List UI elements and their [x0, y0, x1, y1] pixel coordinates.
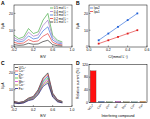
y-tick-label: 10: [9, 29, 13, 33]
legend-swatch: [50, 11, 53, 12]
series-line: [99, 30, 138, 43]
y-tick-label: 20: [84, 12, 88, 16]
y-tick-label: 80: [84, 75, 88, 79]
x-tick-label: 0.0: [87, 48, 92, 52]
x-tick-label: 0.6: [145, 48, 150, 52]
x-tick-label: 1.0: [70, 48, 75, 52]
legend-swatch: [50, 18, 53, 19]
series-line: [99, 13, 138, 40]
marker: [127, 19, 129, 21]
x-tick-label: Ni²⁺: [113, 103, 119, 109]
x-tick-label: 1.0: [70, 108, 75, 112]
series-line: [14, 40, 62, 46]
series-line: [14, 76, 62, 103]
panel: C01020-0.20.20.61.0I/μAE/VUO₂²⁺Cu²⁺Zn²⁺N…: [1, 60, 75, 119]
series-line: [14, 75, 62, 103]
legend-swatch: [15, 67, 18, 68]
y-axis-label: I/μA: [76, 22, 80, 29]
marker: [107, 39, 109, 41]
x-tick-label: 0.6: [50, 108, 55, 112]
series-line: [14, 83, 62, 104]
series-line: [14, 27, 62, 44]
legend-swatch: [15, 88, 18, 89]
plot-frame: [89, 65, 147, 103]
x-tick-label: Cu²⁺: [96, 103, 103, 110]
series-line: [14, 73, 62, 103]
y-axis-label: I/μA: [1, 82, 5, 89]
panel-label: D: [76, 60, 80, 66]
plot-marks: [14, 73, 62, 104]
panel-label: C: [1, 60, 5, 66]
panel: A01020-0.20.20.61.0I/μAE/V0.5 mol L⁻¹0.4…: [1, 0, 75, 59]
x-tick-label: UO₂²⁺: [87, 103, 95, 111]
plot-marks: [98, 13, 138, 45]
y-tick-label: 0: [86, 101, 88, 105]
marker: [98, 43, 100, 45]
plot-marks: [90, 71, 146, 103]
figure: A01020-0.20.20.61.0I/μAE/V0.5 mol L⁻¹0.4…: [0, 0, 150, 119]
marker: [127, 33, 129, 35]
y-axis-label: I/μA: [1, 22, 5, 29]
x-tick-label: 0.2: [106, 48, 111, 52]
plot-frame: [14, 5, 72, 47]
x-tick-label: -0.2: [11, 108, 17, 112]
x-tick-label: 0.2: [31, 108, 36, 112]
legend-swatch: [50, 15, 53, 16]
series-line: [14, 78, 62, 103]
panel-label: A: [1, 0, 5, 6]
marker: [117, 36, 119, 38]
y-tick-label: 10: [84, 29, 88, 33]
legend-swatch: [15, 85, 18, 86]
marker: [136, 13, 138, 15]
y-axis-label: Relative current (%): [76, 68, 80, 99]
marker: [117, 26, 119, 28]
plot-frame: [89, 5, 147, 47]
x-tick-label: -0.2: [11, 48, 17, 52]
x-tick-label: Fe³⁺: [138, 103, 145, 110]
plot-frame: [14, 65, 72, 107]
x-axis-label: Interfering compound: [101, 114, 134, 118]
x-tick-label: 0.6: [50, 48, 55, 52]
series-line: [14, 34, 62, 45]
legend-swatch: [90, 11, 93, 12]
x-tick-label: 0.2: [31, 48, 36, 52]
legend-swatch: [50, 22, 53, 23]
marker: [98, 39, 100, 41]
legend-label: Ipa1: [94, 10, 100, 14]
legend-swatch: [15, 78, 18, 79]
bar: [90, 71, 96, 103]
x-axis-label: E/V: [40, 114, 46, 118]
x-tick-label: Mn²⁺: [121, 103, 128, 110]
x-tick-label: 0.4: [125, 48, 130, 52]
y-tick-label: 20: [9, 12, 13, 16]
legend-swatch: [15, 81, 18, 82]
panel: B010200.00.20.40.6I/μAC/(mmol L⁻¹)Ipa2Ip…: [76, 0, 150, 59]
y-tick-label: 120: [82, 63, 88, 67]
y-tick-label: 10: [9, 88, 13, 92]
series-line: [14, 81, 62, 103]
x-axis-label: C/(mmol L⁻¹): [108, 55, 127, 59]
panel-label: B: [76, 0, 80, 6]
x-tick-label: Co²⁺: [129, 103, 136, 110]
legend-label: 0.1 mol L⁻¹: [54, 20, 68, 24]
legend-swatch: [15, 71, 18, 72]
panel: D 0 40 80 120Relative current (%) Interfering…: [76, 60, 148, 119]
y-tick-label: 20: [9, 71, 13, 75]
x-axis-label: E/V: [40, 55, 46, 59]
marker: [136, 29, 138, 31]
legend-swatch: [50, 8, 53, 9]
legend-label: Fe³⁺: [19, 87, 25, 91]
legend-swatch: [90, 8, 93, 9]
y-tick-label: 40: [84, 88, 88, 92]
marker: [107, 33, 109, 35]
x-tick-label: Zn²⁺: [105, 103, 112, 110]
legend-swatch: [15, 74, 18, 75]
series-line: [14, 80, 62, 104]
